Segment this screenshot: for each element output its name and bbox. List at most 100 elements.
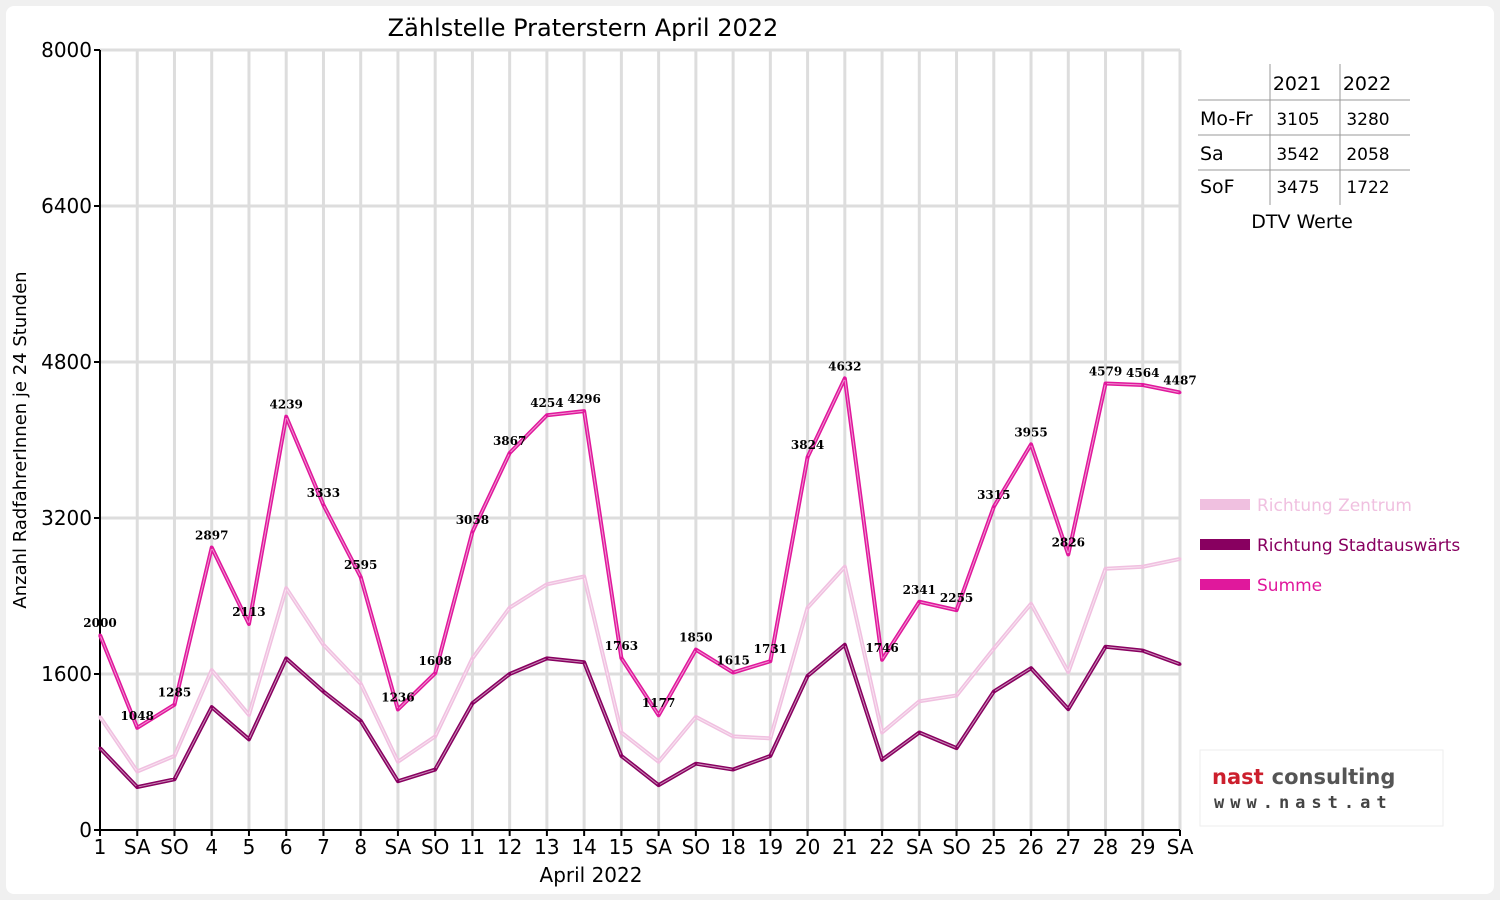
series-point-2	[210, 546, 214, 550]
chart-frame	[6, 6, 1494, 894]
series-point-1	[470, 701, 474, 705]
series-point-0	[768, 736, 772, 740]
logo-consulting: consulting	[1272, 765, 1396, 789]
series-point-0	[619, 731, 623, 734]
series-point-0	[247, 713, 251, 717]
series-point-0	[321, 643, 325, 647]
series-point-1	[657, 783, 661, 787]
legend-swatch	[1200, 499, 1250, 510]
series-point-0	[1104, 567, 1108, 571]
series-point-0	[396, 760, 400, 764]
y-tick-label: 4800	[41, 350, 92, 374]
dtv-table: 2021 2022 Mo-Fr 3105 3280 Sa 3542 2058 S…	[1198, 64, 1410, 233]
series-point-1	[1178, 662, 1182, 666]
x-tick-label: SO	[160, 835, 188, 859]
series-highlight-1	[99, 643, 1181, 788]
series-point-1	[508, 672, 512, 676]
series-point-0	[917, 699, 921, 703]
data-label: 1746	[865, 641, 898, 655]
x-tick-label: 1	[94, 835, 107, 859]
legend-swatch	[1200, 539, 1250, 550]
x-tick-label: 8	[354, 835, 367, 859]
series-point-2	[768, 659, 772, 663]
table-cell: 3280	[1346, 110, 1389, 130]
y-tick-label: 3200	[41, 506, 92, 530]
logo-url: www.nast.at	[1214, 793, 1393, 813]
series-point-2	[917, 600, 921, 604]
data-label: 3058	[456, 513, 489, 527]
table-cell: 3542	[1276, 145, 1319, 165]
series-point-0	[992, 647, 996, 651]
data-label: 3955	[1014, 425, 1047, 439]
x-axis-label: April 2022	[540, 863, 643, 887]
data-label: 3824	[791, 438, 824, 452]
data-label: 1763	[605, 639, 638, 653]
series-point-0	[1066, 670, 1070, 674]
y-tick-label: 1600	[41, 662, 92, 686]
table-cell: 3475	[1276, 178, 1319, 198]
series-point-1	[545, 656, 549, 660]
x-tick-label: SA	[645, 835, 672, 859]
legend-swatch	[1200, 579, 1250, 590]
series-point-2	[619, 656, 623, 660]
series-point-2	[396, 707, 400, 711]
series-point-1	[1141, 649, 1145, 653]
series-point-0	[582, 575, 586, 578]
x-tick-label: 20	[795, 835, 820, 859]
series-point-1	[694, 762, 698, 766]
data-label: 4296	[567, 392, 600, 406]
series-point-2	[135, 726, 139, 730]
x-tick-label: 29	[1130, 835, 1155, 859]
series-point-0	[433, 734, 437, 738]
logo-box	[1199, 749, 1444, 827]
logo-line1: nast consulting	[1212, 765, 1395, 789]
data-label: 4487	[1163, 374, 1196, 388]
x-tick-label: SA	[385, 835, 412, 859]
series-point-2	[172, 703, 176, 707]
x-tick-label: SA	[1167, 835, 1194, 859]
series-point-0	[843, 565, 847, 569]
series-point-2	[694, 648, 698, 652]
data-label: 1850	[679, 631, 712, 645]
series-point-2	[284, 415, 288, 419]
series-point-0	[731, 734, 735, 738]
series-point-2	[843, 376, 847, 380]
x-tick-label: 7	[317, 835, 330, 859]
data-label: 2341	[903, 583, 936, 597]
series-point-2	[806, 455, 810, 459]
series-point-2	[321, 503, 325, 507]
table-caption: DTV Werte	[1251, 211, 1353, 233]
data-label: 4254	[530, 396, 563, 410]
series-point-1	[1029, 666, 1033, 670]
series-point-0	[98, 715, 102, 719]
series-point-2	[955, 608, 959, 612]
data-label: 2113	[232, 605, 265, 619]
series-point-1	[359, 719, 363, 723]
series-point-0	[806, 606, 810, 610]
x-tick-label: 26	[1018, 835, 1043, 859]
series-point-1	[135, 785, 139, 789]
series-point-2	[1029, 442, 1033, 446]
x-tick-label: 21	[832, 835, 857, 859]
table-cell: 3105	[1276, 110, 1319, 130]
y-tick-label: 0	[79, 818, 92, 842]
data-label: 1048	[121, 709, 154, 723]
series-point-0	[694, 715, 698, 719]
x-tick-label: 15	[609, 835, 634, 859]
data-label: 4239	[270, 398, 303, 412]
series-point-0	[545, 582, 549, 586]
x-tick-label: 28	[1093, 835, 1118, 859]
x-tick-label: 14	[571, 835, 596, 859]
series-point-1	[768, 754, 772, 758]
series-line-0	[98, 556, 1181, 774]
data-label: 2595	[344, 558, 377, 572]
series-point-2	[582, 409, 586, 413]
data-label: 2000	[83, 616, 116, 630]
data-label: 1236	[381, 690, 414, 704]
series-point-1	[1104, 645, 1108, 649]
series-point-1	[433, 768, 437, 772]
x-tick-label: SA	[124, 835, 151, 859]
series-point-2	[359, 575, 363, 579]
series-point-0	[359, 682, 363, 686]
